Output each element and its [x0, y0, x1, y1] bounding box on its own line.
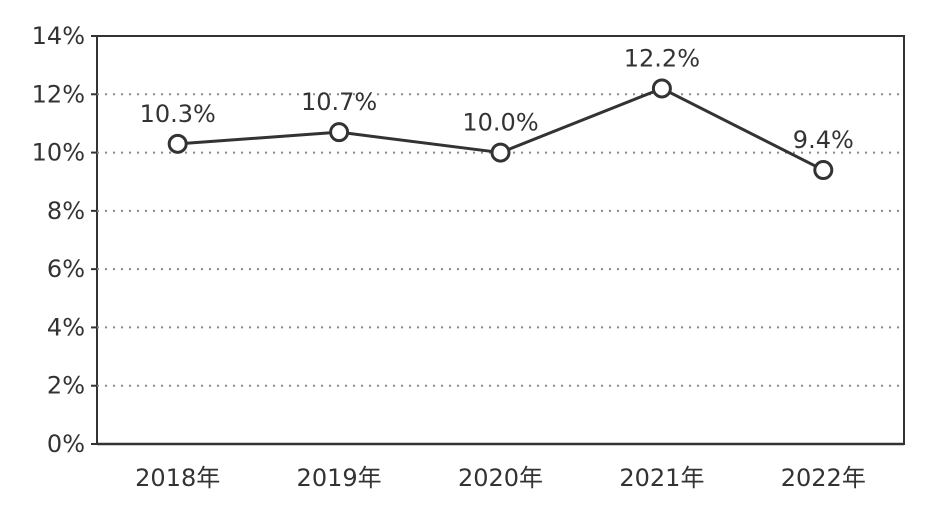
x-tick-label: 2018年	[135, 464, 220, 492]
data-point[interactable]	[813, 160, 834, 181]
data-label: 10.0%	[462, 109, 538, 137]
data-label: 10.7%	[301, 88, 377, 116]
x-tick-label: 2022年	[781, 464, 866, 492]
data-point[interactable]	[490, 142, 511, 163]
data-point[interactable]	[329, 122, 350, 143]
data-point[interactable]	[651, 78, 672, 99]
y-tick-label: 4%	[47, 313, 85, 341]
y-tick-label: 6%	[47, 255, 85, 283]
x-tick-label: 2020年	[458, 464, 543, 492]
y-tick-label: 8%	[47, 197, 85, 225]
data-label: 12.2%	[624, 44, 700, 72]
data-label: 9.4%	[793, 126, 854, 154]
y-tick-label: 0%	[47, 430, 85, 458]
y-tick-label: 2%	[47, 372, 85, 400]
y-tick-label: 14%	[32, 22, 85, 50]
y-tick-label: 10%	[32, 139, 85, 167]
x-tick-label: 2021年	[619, 464, 704, 492]
plot-frame	[96, 35, 905, 445]
data-point[interactable]	[167, 133, 188, 154]
data-label: 10.3%	[140, 100, 216, 128]
x-tick-label: 2019年	[297, 464, 382, 492]
y-tick-label: 12%	[32, 80, 85, 108]
